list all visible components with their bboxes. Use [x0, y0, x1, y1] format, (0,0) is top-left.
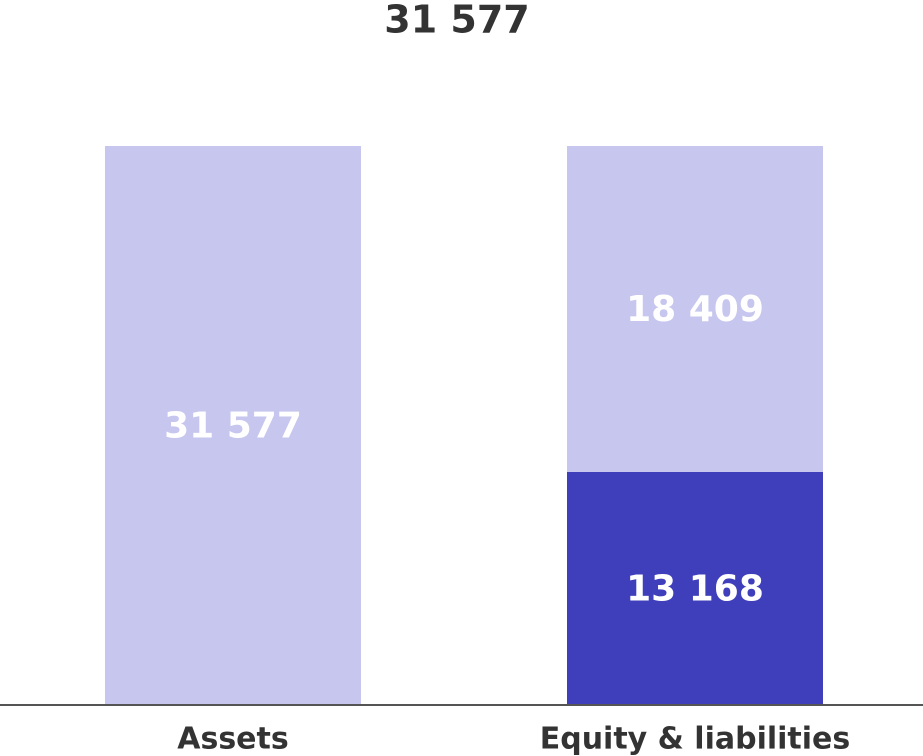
bar-segment: [567, 146, 823, 472]
data-label: 31 577: [164, 406, 302, 447]
data-label: 18 409: [626, 289, 764, 330]
x-tick-label: Equity & liabilities: [540, 722, 851, 756]
data-label: 13 168: [626, 568, 764, 609]
bar-segment: [105, 146, 361, 705]
x-tick-label: Assets: [177, 722, 288, 756]
chart-title: 31 577: [384, 0, 529, 42]
bar-segment: [567, 471, 823, 705]
